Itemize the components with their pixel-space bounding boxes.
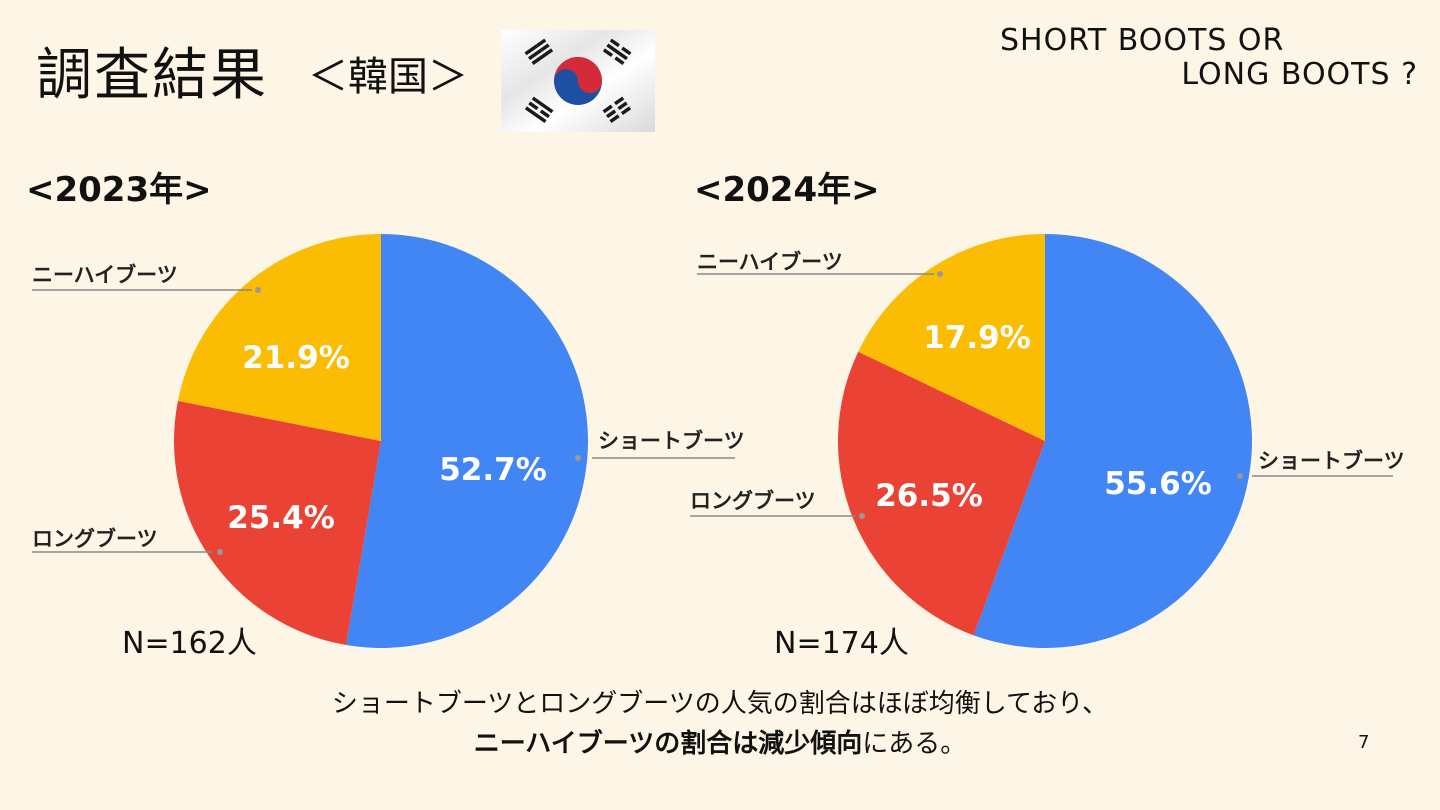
legend-label: ショートブーツ xyxy=(598,429,745,453)
legend-label: ニーハイブーツ xyxy=(697,250,843,274)
legend-label: ニーハイブーツ xyxy=(32,263,178,287)
data-label: 25.4% xyxy=(227,500,335,536)
legend-label: ロングブーツ xyxy=(690,489,816,513)
leader-dot xyxy=(937,271,943,277)
summary-line2: ニーハイブーツの割合は減少傾向にある。 xyxy=(0,724,1440,764)
tagline-line2: LONG BOOTS ? xyxy=(1181,57,1418,92)
pie-slice xyxy=(838,351,1045,636)
chart-2024-sample-size: N=174人 xyxy=(774,626,909,661)
legend-label: ショートブーツ xyxy=(1258,449,1405,473)
tagline-line1: SHORT BOOTS OR xyxy=(1000,23,1285,58)
pie-slice xyxy=(177,234,381,441)
summary-line1: ショートブーツとロングブーツの人気の割合はほぼ均衡しており、 xyxy=(331,689,1109,719)
data-label: 26.5% xyxy=(875,478,983,514)
chart-2023-title: <2023年> xyxy=(26,170,212,210)
tagline: SHORT BOOTS OR LONG BOOTS ? xyxy=(998,24,1418,92)
data-label: 17.9% xyxy=(923,320,1031,356)
data-label: 55.6% xyxy=(1104,466,1212,502)
chart-2024-title: <2024年> xyxy=(694,170,880,210)
leader-dot xyxy=(1237,473,1243,479)
pie-slice xyxy=(858,234,1045,441)
chart-2023-sample-size: N=162人 xyxy=(122,626,257,661)
leader-dot xyxy=(217,549,223,555)
leader-dot xyxy=(255,287,261,293)
legend-label: ロングブーツ xyxy=(32,527,158,551)
data-label: 52.7% xyxy=(439,452,547,488)
pie-slice xyxy=(173,400,381,646)
pie-slice xyxy=(346,234,589,648)
summary-line2-bold: ニーハイブーツの割合は減少傾向 xyxy=(473,729,863,759)
page-subtitle: ＜韓国＞ xyxy=(308,54,468,100)
data-label: 21.9% xyxy=(242,340,350,376)
page-title: 調査結果 xyxy=(36,43,268,108)
summary-line2-rest: にある。 xyxy=(862,729,967,759)
pie-slice xyxy=(973,234,1252,648)
south-korea-flag-icon xyxy=(501,30,655,132)
leader-dot xyxy=(859,513,865,519)
page-number: 7 xyxy=(1358,732,1370,753)
leader-dot xyxy=(575,455,581,461)
